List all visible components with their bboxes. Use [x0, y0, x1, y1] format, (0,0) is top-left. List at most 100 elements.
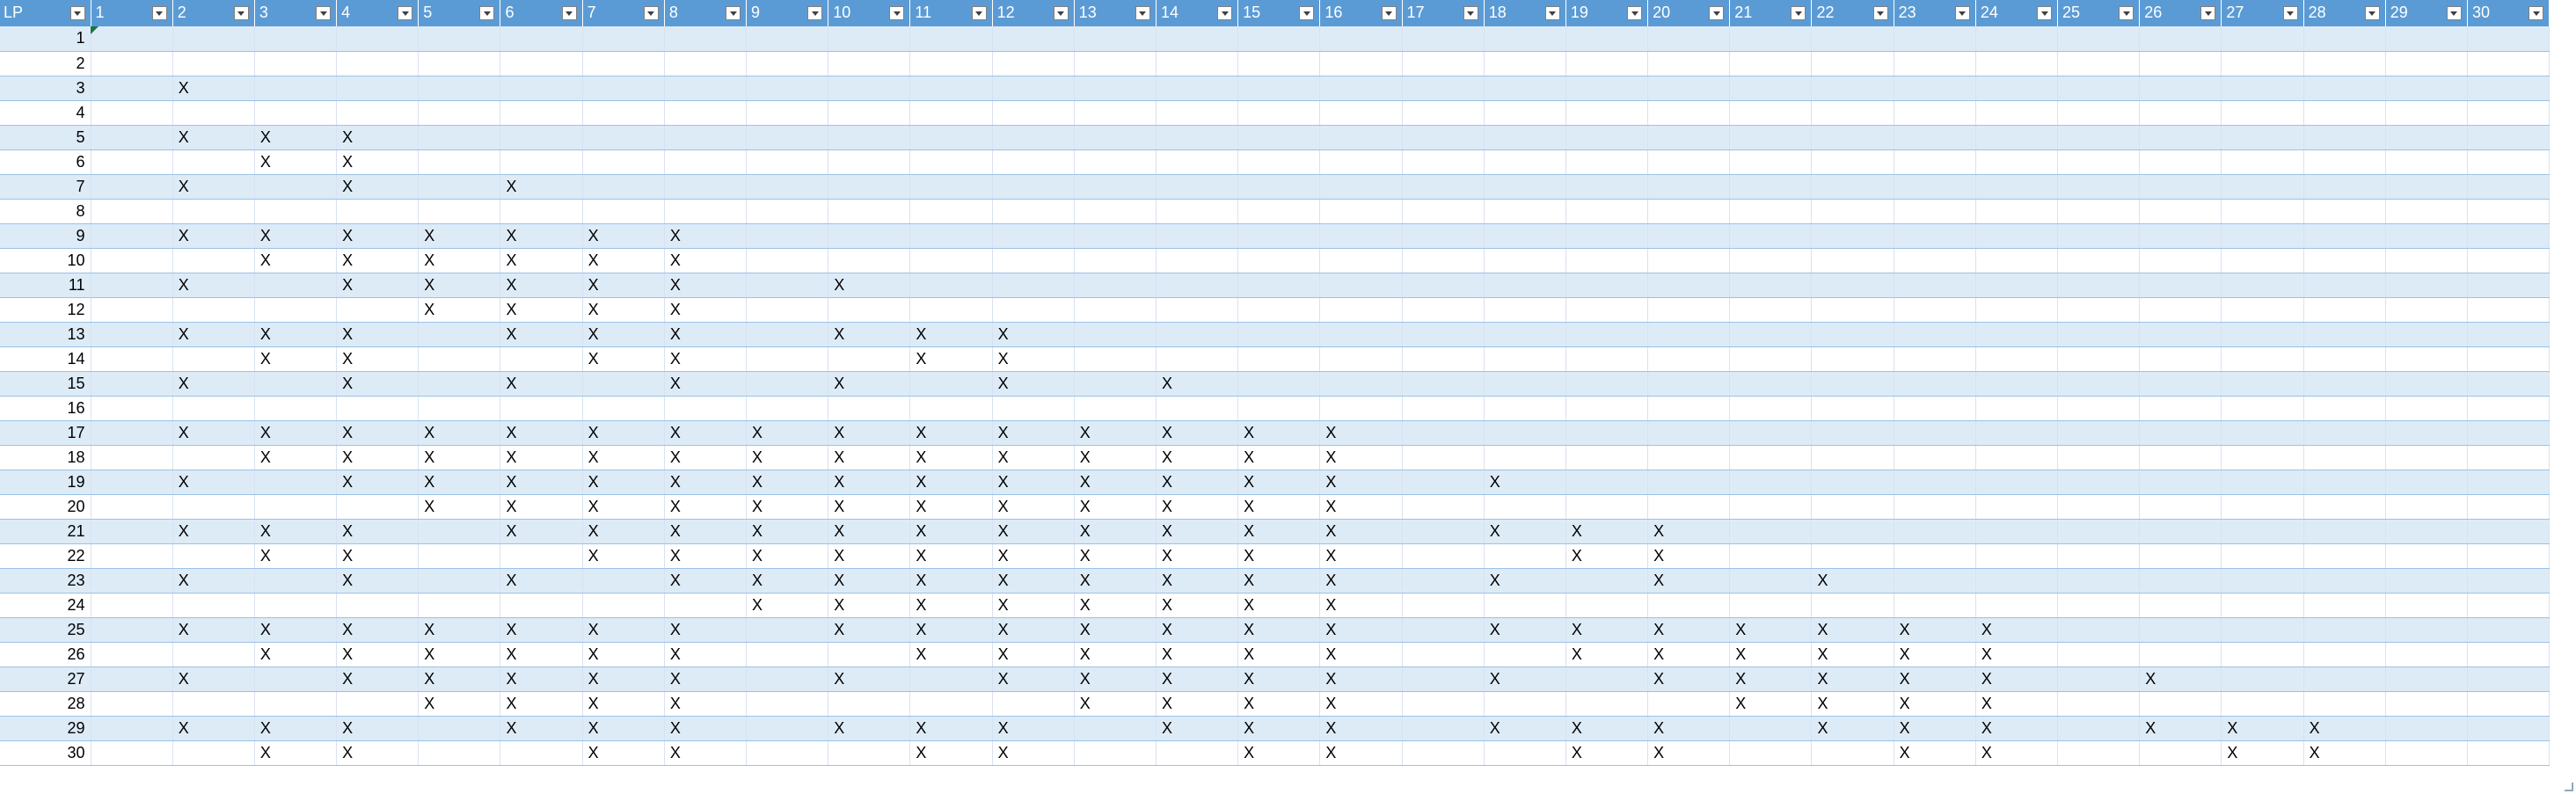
table-cell[interactable] — [1647, 76, 1731, 101]
table-cell[interactable] — [1074, 149, 1157, 175]
table-cell[interactable] — [1975, 371, 2059, 397]
table-cell[interactable] — [1484, 691, 1566, 717]
table-cell[interactable] — [1811, 76, 1894, 101]
table-cell[interactable]: X — [909, 716, 993, 741]
table-cell[interactable] — [2385, 716, 2468, 741]
table-cell[interactable]: X — [1565, 740, 1649, 766]
table-cell[interactable] — [2385, 691, 2468, 717]
table-cell[interactable] — [1647, 100, 1731, 126]
table-cell[interactable] — [2139, 199, 2222, 224]
table-cell[interactable]: X — [828, 519, 911, 544]
table-cell[interactable] — [1811, 346, 1894, 372]
table-cell[interactable]: X — [664, 494, 748, 520]
table-cell[interactable] — [2057, 519, 2141, 544]
table-cell[interactable]: X — [1156, 642, 1239, 667]
table-cell[interactable]: X — [500, 568, 583, 594]
table-cell[interactable] — [1156, 125, 1239, 150]
table-cell[interactable] — [1729, 322, 1813, 347]
table-cell[interactable] — [1729, 51, 1813, 76]
filter-dropdown-icon[interactable] — [1544, 6, 1560, 20]
table-cell[interactable] — [1647, 51, 1731, 76]
table-cell[interactable] — [254, 26, 338, 52]
table-cell[interactable] — [172, 642, 255, 667]
row-lp-cell[interactable]: 21 — [0, 519, 91, 544]
table-cell[interactable]: X — [828, 371, 911, 397]
table-cell[interactable] — [2139, 297, 2222, 323]
column-header-30[interactable]: 30 — [2467, 0, 2550, 26]
table-cell[interactable]: X — [1074, 691, 1157, 717]
table-cell[interactable] — [91, 346, 173, 372]
table-cell[interactable] — [91, 223, 173, 249]
table-cell[interactable] — [1975, 149, 2059, 175]
table-cell[interactable] — [2385, 174, 2468, 200]
table-cell[interactable] — [1484, 371, 1566, 397]
row-lp-cell[interactable]: 10 — [0, 248, 91, 273]
table-cell[interactable] — [1237, 174, 1321, 200]
table-cell[interactable] — [1319, 199, 1403, 224]
table-cell[interactable]: X — [1319, 494, 1403, 520]
table-cell[interactable]: X — [1319, 667, 1403, 692]
table-cell[interactable] — [992, 248, 1075, 273]
table-cell[interactable] — [2057, 593, 2141, 618]
table-cell[interactable] — [1156, 740, 1239, 766]
table-cell[interactable]: X — [500, 494, 583, 520]
table-cell[interactable] — [1402, 716, 1485, 741]
table-cell[interactable] — [2057, 543, 2141, 569]
table-cell[interactable] — [1647, 420, 1731, 446]
table-cell[interactable] — [1237, 26, 1321, 52]
table-cell[interactable]: X — [1894, 740, 1976, 766]
table-cell[interactable]: X — [254, 543, 338, 569]
table-cell[interactable]: X — [746, 568, 829, 594]
table-cell[interactable]: X — [500, 470, 583, 495]
table-cell[interactable] — [2139, 593, 2222, 618]
table-cell[interactable] — [254, 691, 338, 717]
column-header-3[interactable]: 3 — [254, 0, 338, 26]
table-cell[interactable] — [1894, 76, 1976, 101]
table-cell[interactable] — [2221, 371, 2304, 397]
table-cell[interactable] — [2221, 174, 2304, 200]
filter-dropdown-icon[interactable] — [2529, 6, 2544, 20]
table-cell[interactable] — [172, 149, 255, 175]
table-cell[interactable]: X — [1237, 667, 1321, 692]
table-cell[interactable] — [2467, 297, 2550, 323]
table-cell[interactable]: X — [172, 716, 255, 741]
table-cell[interactable] — [1319, 322, 1403, 347]
table-cell[interactable] — [254, 667, 338, 692]
table-cell[interactable] — [2139, 51, 2222, 76]
table-cell[interactable] — [992, 100, 1075, 126]
table-cell[interactable] — [992, 26, 1075, 52]
table-cell[interactable] — [172, 100, 255, 126]
table-cell[interactable] — [172, 248, 255, 273]
table-cell[interactable]: X — [1237, 691, 1321, 717]
table-cell[interactable]: X — [1156, 691, 1239, 717]
table-cell[interactable] — [909, 297, 993, 323]
column-header-24[interactable]: 24 — [1975, 0, 2059, 26]
table-cell[interactable] — [746, 322, 829, 347]
table-cell[interactable] — [2385, 125, 2468, 150]
table-cell[interactable] — [992, 297, 1075, 323]
filter-dropdown-icon[interactable] — [1954, 6, 1970, 20]
table-cell[interactable]: X — [1484, 470, 1566, 495]
table-cell[interactable] — [254, 494, 338, 520]
table-cell[interactable] — [992, 273, 1075, 298]
table-cell[interactable] — [2139, 371, 2222, 397]
table-cell[interactable] — [2303, 642, 2386, 667]
table-cell[interactable] — [2057, 51, 2141, 76]
row-lp-cell[interactable]: 1 — [0, 26, 91, 52]
table-cell[interactable] — [992, 174, 1075, 200]
table-cell[interactable]: X — [418, 494, 501, 520]
table-cell[interactable] — [1729, 76, 1813, 101]
table-cell[interactable] — [1894, 125, 1976, 150]
table-cell[interactable]: X — [909, 494, 993, 520]
table-cell[interactable]: X — [664, 667, 748, 692]
table-cell[interactable] — [1319, 174, 1403, 200]
filter-dropdown-icon[interactable] — [971, 6, 987, 20]
table-cell[interactable] — [1565, 248, 1649, 273]
table-cell[interactable] — [2303, 494, 2386, 520]
table-cell[interactable] — [1074, 396, 1157, 421]
column-header-21[interactable]: 21 — [1729, 0, 1813, 26]
table-cell[interactable] — [2303, 396, 2386, 421]
table-cell[interactable] — [2467, 494, 2550, 520]
table-cell[interactable] — [500, 149, 583, 175]
table-cell[interactable] — [1319, 100, 1403, 126]
